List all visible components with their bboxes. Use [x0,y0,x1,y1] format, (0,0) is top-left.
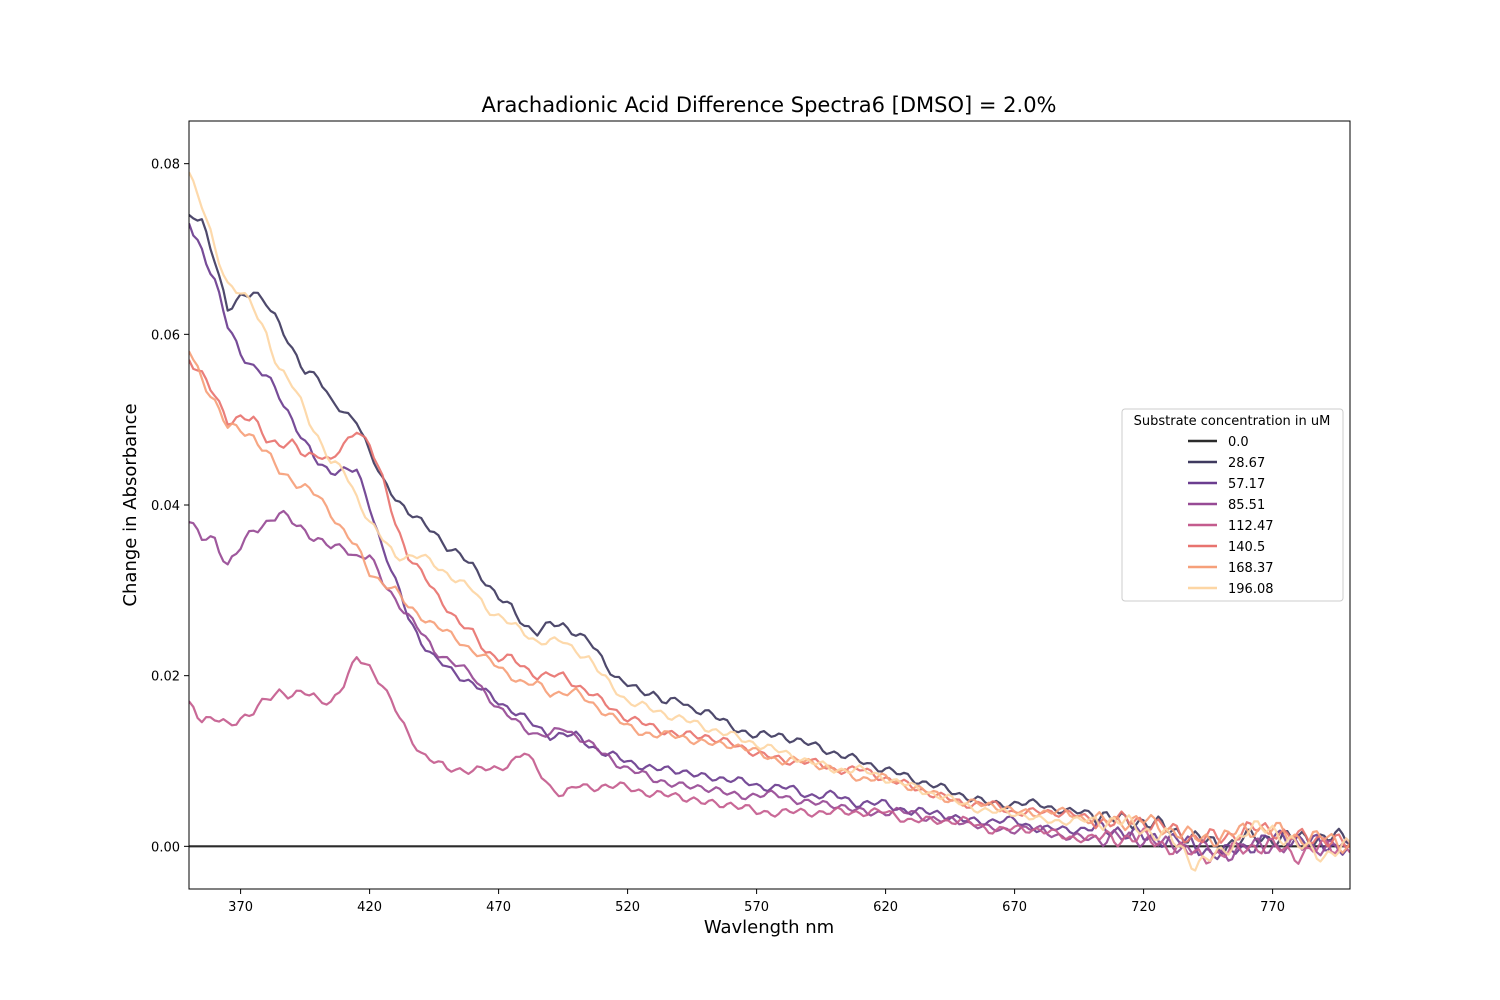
x-axis-label: Wavlength nm [704,917,834,938]
x-tick-label: 770 [1260,900,1285,915]
y-tick-label: 0.00 [151,840,180,855]
series-line-112-47 [189,656,1350,865]
series-line-196-08 [189,171,1350,872]
legend-entry-label: 57.17 [1228,477,1265,492]
y-tick-label: 0.06 [151,328,180,343]
legend-box [1121,408,1344,602]
legend-entry-label: 112.47 [1228,519,1274,534]
y-tick-label: 0.04 [151,499,180,514]
legend: Substrate concentration in uM 0.0 28.67 57… [1121,408,1344,602]
x-tick-label: 620 [873,900,898,915]
x-tick-label: 720 [1131,900,1156,915]
x-tick-label: 570 [744,900,769,915]
legend-entry-label: 85.51 [1228,498,1265,513]
legend-entry-label: 196.08 [1228,582,1274,597]
legend-entry-label: 140.5 [1228,540,1265,555]
legend-title: Substrate concentration in uM [1134,414,1331,429]
series-line-85-51 [189,509,1350,862]
y-axis-label: Change in Absorbance [120,403,141,606]
x-tick-label: 370 [228,900,253,915]
x-tick-label: 520 [615,900,640,915]
y-tick-label: 0.08 [151,158,180,173]
legend-entry-label: 0.0 [1228,435,1249,450]
x-tick-label: 670 [1002,900,1027,915]
y-tick-label: 0.02 [151,670,180,685]
legend-entry-label: 168.37 [1228,561,1274,576]
legend-entry-label: 28.67 [1228,456,1265,471]
chart-title: Arachadionic Acid Difference Spectra6 [D… [481,93,1056,117]
x-tick-label: 420 [357,900,382,915]
x-tick-label: 470 [486,900,511,915]
